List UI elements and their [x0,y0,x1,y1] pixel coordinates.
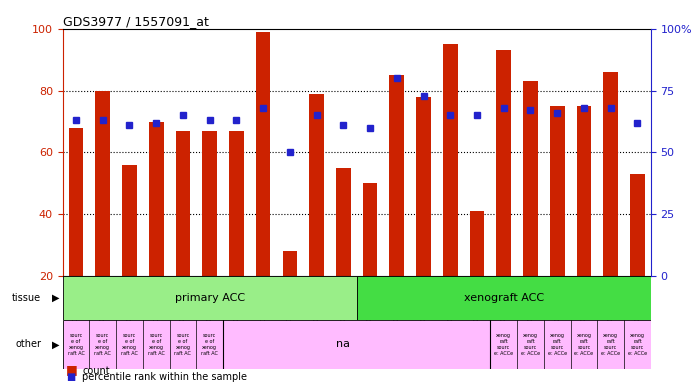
Text: count: count [82,366,110,376]
Text: na: na [336,339,350,349]
Bar [95,91,110,276]
Bar [363,184,377,276]
Bar [149,122,164,276]
Bar [390,75,404,276]
Bar [470,211,484,276]
Text: primary ACC: primary ACC [175,293,245,303]
Bar [630,174,644,276]
Text: xenograft ACC: xenograft ACC [464,293,544,303]
Text: percentile rank within the sample: percentile rank within the sample [82,372,247,382]
Bar [416,97,431,276]
Text: ▶: ▶ [52,293,60,303]
Bar [603,72,618,276]
Text: ▶: ▶ [52,339,60,349]
Text: sourc
e of
xenog
raft AC: sourc e of xenog raft AC [94,333,111,356]
Bar [69,128,84,276]
Text: sourc
e of
xenog
raft AC: sourc e of xenog raft AC [121,333,138,356]
Bar [229,131,244,276]
Text: ■: ■ [66,362,78,376]
Bar [256,32,271,276]
Text: tissue: tissue [12,293,41,303]
Bar [309,94,324,276]
Bar [550,106,564,276]
Text: other: other [15,339,41,349]
Bar [175,131,190,276]
Bar [443,44,457,276]
Bar [576,106,592,276]
Bar [63,276,356,320]
Text: GDS3977 / 1557091_at: GDS3977 / 1557091_at [63,15,209,28]
Text: xenog
raft
sourc
e: ACCe: xenog raft sourc e: ACCe [494,333,513,356]
Bar [122,165,137,276]
Text: sourc
e of
xenog
raft AC: sourc e of xenog raft AC [148,333,165,356]
Text: ■: ■ [66,372,75,382]
Text: sourc
e of
xenog
raft AC: sourc e of xenog raft AC [175,333,191,356]
Bar [523,81,538,276]
Text: xenog
raft
sourc
e: ACCe: xenog raft sourc e: ACCe [521,333,540,356]
Bar [336,168,351,276]
Text: xenog
raft
sourc
e: ACCe: xenog raft sourc e: ACCe [548,333,567,356]
Bar [496,50,511,276]
Bar [283,252,297,276]
Text: sourc
e of
xenog
raft AC: sourc e of xenog raft AC [68,333,84,356]
Text: sourc
e of
xenog
raft AC: sourc e of xenog raft AC [201,333,218,356]
Text: xenog
raft
sourc
e: ACCe: xenog raft sourc e: ACCe [574,333,594,356]
Bar [356,276,651,320]
Text: xenog
raft
sourc
e: ACCe: xenog raft sourc e: ACCe [601,333,620,356]
Bar [203,131,217,276]
Text: xenog
raft
sourc
e: ACCe: xenog raft sourc e: ACCe [628,333,647,356]
